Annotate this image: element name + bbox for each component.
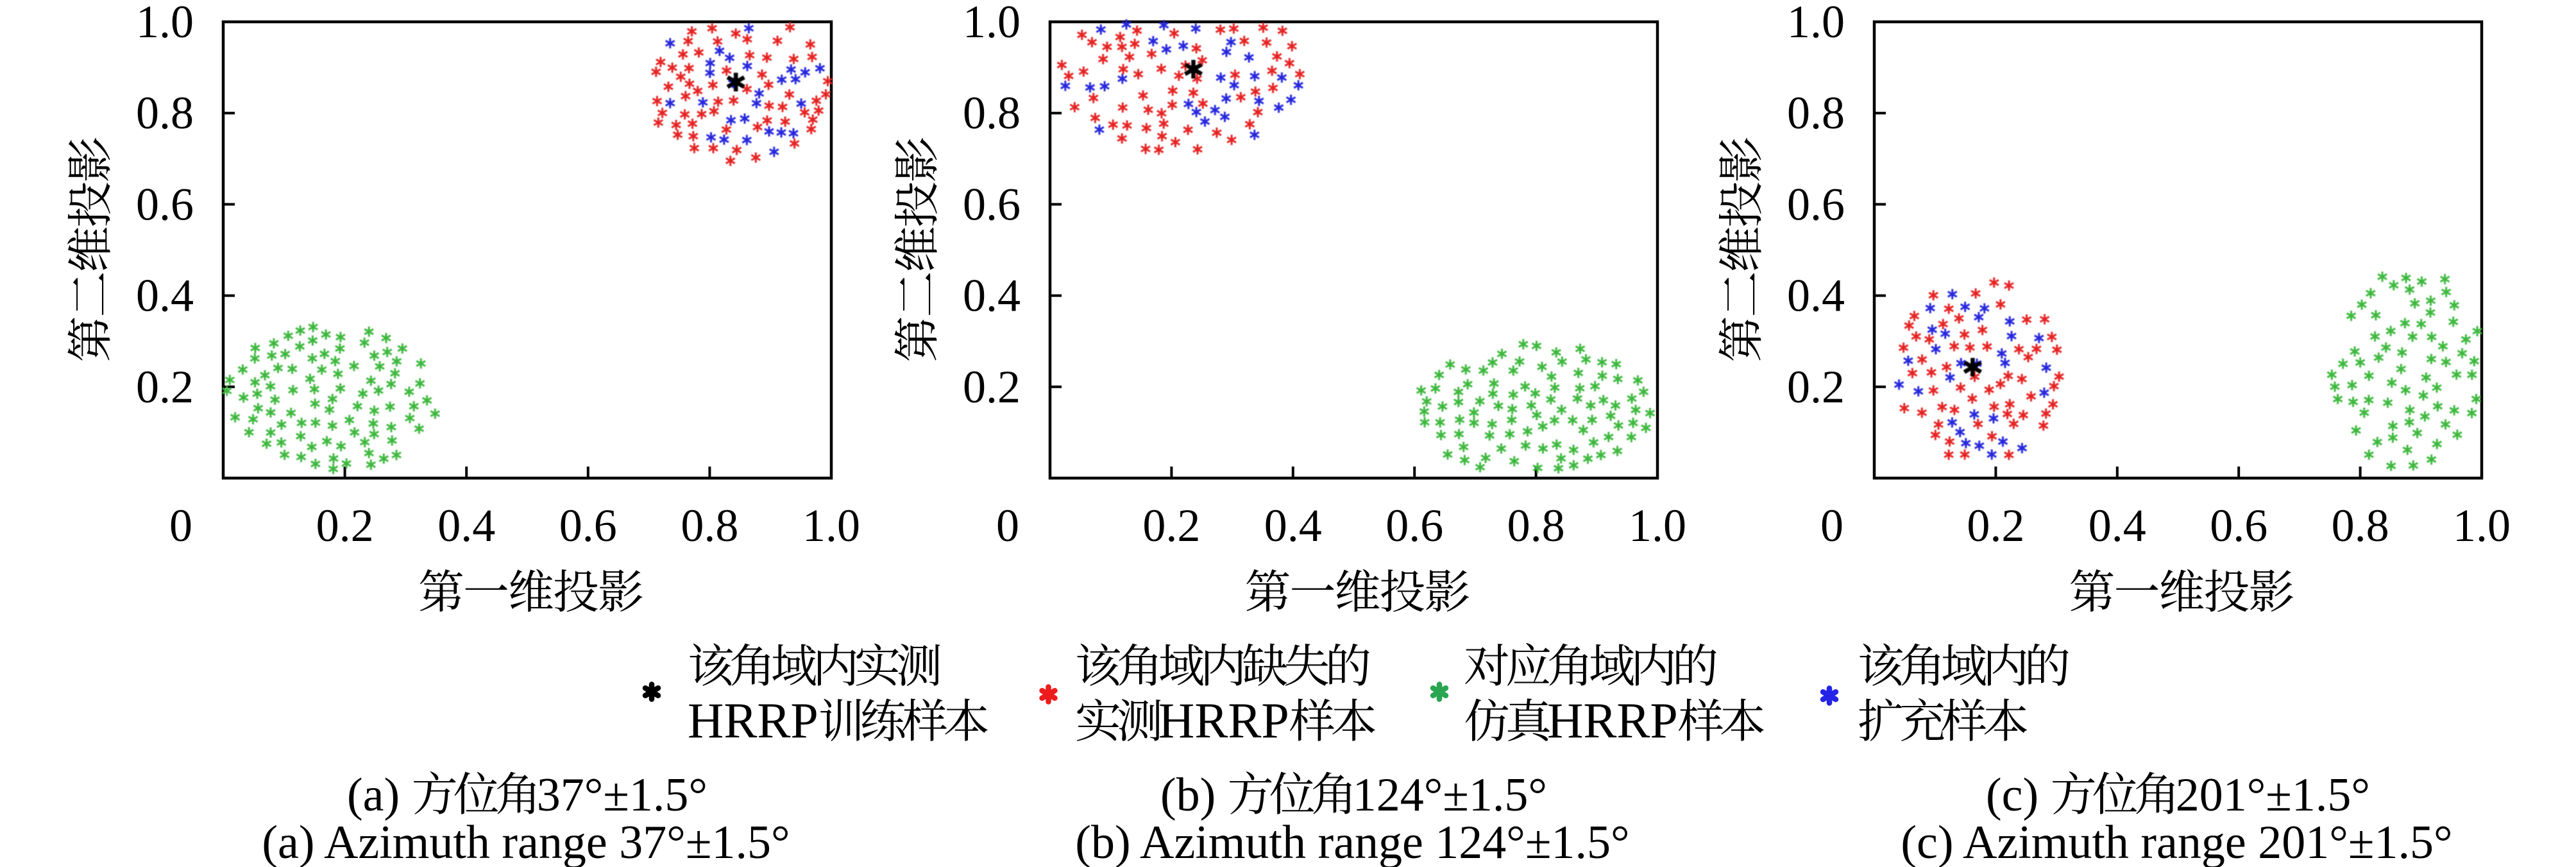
- svg-text:0.2: 0.2: [136, 361, 194, 413]
- svg-text:HRRP: HRRP: [688, 692, 818, 748]
- svg-text:0.6: 0.6: [1385, 500, 1443, 551]
- svg-text:0.8: 0.8: [1507, 500, 1565, 551]
- svg-text:1.0: 1.0: [963, 0, 1021, 47]
- svg-text:HRRP: HRRP: [1547, 692, 1678, 748]
- svg-text:(b) Azimuth range 124°±1.5°: (b) Azimuth range 124°±1.5°: [1075, 816, 1629, 867]
- svg-text:1.0: 1.0: [1629, 500, 1686, 551]
- svg-text:37°±1.5°: 37°±1.5°: [537, 769, 708, 821]
- svg-text:0.6: 0.6: [963, 178, 1021, 230]
- svg-text:1.0: 1.0: [136, 0, 194, 47]
- svg-text:0.4: 0.4: [1264, 500, 1322, 551]
- svg-text:(c): (c): [1986, 769, 2051, 821]
- svg-text:0: 0: [169, 500, 192, 551]
- svg-text:(b): (b): [1160, 769, 1228, 821]
- svg-text:0: 0: [1820, 500, 1843, 551]
- svg-text:0.6: 0.6: [559, 500, 617, 551]
- svg-text:1.0: 1.0: [1787, 0, 1845, 47]
- svg-text:0.8: 0.8: [1787, 87, 1845, 139]
- svg-text:0.6: 0.6: [1787, 178, 1845, 230]
- svg-text:0.2: 0.2: [1142, 500, 1200, 551]
- svg-text:0.6: 0.6: [2210, 500, 2267, 551]
- svg-text:0.8: 0.8: [681, 500, 738, 551]
- svg-text:0.2: 0.2: [316, 500, 374, 551]
- svg-text:1.0: 1.0: [2453, 500, 2511, 551]
- svg-text:1.0: 1.0: [802, 500, 860, 551]
- svg-text:0.4: 0.4: [136, 270, 194, 322]
- svg-text:0.4: 0.4: [437, 500, 495, 551]
- svg-text:0.6: 0.6: [136, 178, 194, 230]
- svg-text:0.4: 0.4: [1787, 270, 1845, 322]
- svg-text:0.8: 0.8: [2332, 500, 2389, 551]
- svg-text:0.8: 0.8: [136, 87, 194, 139]
- svg-text:0.2: 0.2: [1787, 361, 1845, 413]
- svg-text:(a): (a): [347, 769, 412, 821]
- svg-text:HRRP: HRRP: [1158, 692, 1289, 748]
- svg-text:0.8: 0.8: [963, 87, 1021, 139]
- svg-text:0.4: 0.4: [963, 270, 1021, 322]
- svg-text:0.4: 0.4: [2089, 500, 2146, 551]
- svg-text:0: 0: [996, 500, 1019, 551]
- svg-text:0.2: 0.2: [1967, 500, 2024, 551]
- svg-text:(c) Azimuth range 201°±1.5°: (c) Azimuth range 201°±1.5°: [1901, 816, 2452, 867]
- svg-text:124°±1.5°: 124°±1.5°: [1353, 769, 1547, 821]
- svg-text:0.2: 0.2: [963, 361, 1021, 413]
- svg-text:(a) Azimuth range 37°±1.5°: (a) Azimuth range 37°±1.5°: [262, 816, 790, 867]
- svg-text:201°±1.5°: 201°±1.5°: [2176, 769, 2370, 821]
